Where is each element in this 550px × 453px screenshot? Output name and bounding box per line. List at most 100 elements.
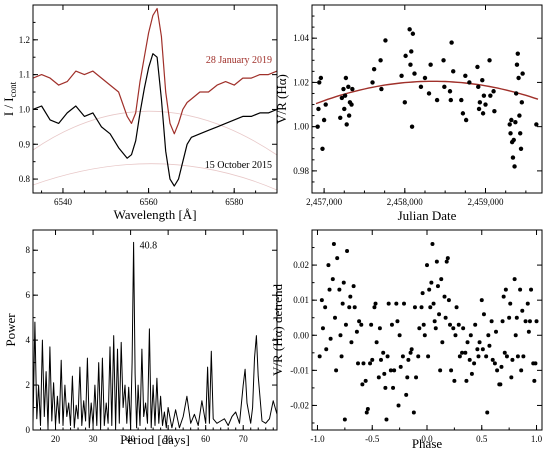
data-point xyxy=(486,333,491,338)
data-point xyxy=(346,113,352,118)
data-point xyxy=(449,40,454,45)
y-axis-label-subscript: cont xyxy=(8,81,18,97)
data-point xyxy=(463,117,469,123)
data-point xyxy=(508,301,513,306)
data-point xyxy=(392,368,397,373)
data-point xyxy=(409,347,414,352)
data-point xyxy=(317,354,322,359)
data-point xyxy=(457,354,462,359)
data-point xyxy=(427,287,432,292)
data-point xyxy=(394,301,399,306)
data-point xyxy=(381,350,386,355)
data-point xyxy=(324,347,329,352)
plot-frame xyxy=(32,4,278,194)
y-axis-label: V/R (Hα) detrend xyxy=(270,283,285,376)
data-point xyxy=(421,322,426,327)
data-point xyxy=(512,164,517,169)
data-point xyxy=(402,301,406,306)
data-point xyxy=(507,122,512,127)
data-point xyxy=(456,322,461,327)
data-point xyxy=(467,80,472,85)
legend-2019: 28 January 2019 xyxy=(206,55,272,66)
data-point xyxy=(339,354,344,359)
y-tick-label: 0.01 xyxy=(293,295,309,305)
data-point xyxy=(416,354,421,359)
data-point xyxy=(510,155,516,160)
data-point xyxy=(343,75,349,81)
x-tick-label: 0.0 xyxy=(421,434,433,444)
data-point xyxy=(372,305,377,310)
data-point xyxy=(412,71,417,76)
data-point xyxy=(534,122,539,127)
data-point xyxy=(408,350,413,355)
x-tick-label: 6540 xyxy=(54,197,73,207)
x-tick-label: 0.5 xyxy=(476,434,488,444)
data-point xyxy=(382,371,387,376)
data-point xyxy=(492,361,497,366)
data-point xyxy=(518,146,524,151)
data-point xyxy=(345,249,350,254)
data-point xyxy=(338,333,343,338)
data-point xyxy=(371,66,377,72)
data-point xyxy=(487,343,492,348)
data-point xyxy=(397,333,402,338)
data-point xyxy=(341,86,346,92)
fit-curve xyxy=(315,80,539,105)
y-tick-label: 8 xyxy=(26,245,31,255)
y-tick-label: 0.02 xyxy=(293,260,309,270)
data-point xyxy=(480,78,485,83)
data-point xyxy=(363,378,368,383)
data-point xyxy=(373,301,378,306)
data-point xyxy=(517,113,522,118)
y-tick-label: 0.00 xyxy=(293,330,309,340)
data-point xyxy=(484,354,489,359)
data-point xyxy=(452,378,457,383)
data-point xyxy=(481,93,487,98)
data-point xyxy=(348,294,353,299)
data-point xyxy=(333,315,337,320)
x-tick-label: 70 xyxy=(239,434,249,444)
x-tick-label: 40 xyxy=(126,434,136,444)
data-point xyxy=(518,131,523,136)
y-tick-label: 0 xyxy=(26,425,31,435)
spectrum-2019-line xyxy=(33,7,277,135)
data-point xyxy=(410,31,416,36)
data-point xyxy=(320,326,325,331)
data-point xyxy=(425,263,429,268)
data-point xyxy=(488,93,493,98)
data-point xyxy=(402,100,408,105)
data-point xyxy=(442,294,447,299)
x-axis-label: Julian Date xyxy=(398,208,457,223)
data-point xyxy=(388,368,393,373)
data-point xyxy=(508,131,513,136)
data-point xyxy=(434,97,440,103)
data-point xyxy=(439,277,444,282)
data-point xyxy=(446,298,451,303)
data-point xyxy=(330,277,335,282)
data-point xyxy=(321,117,327,123)
periodogram-panel: 20 30 40 50 60 70 0 2 4 6 8 40.8 Period [days] Power xyxy=(3,229,278,447)
x-tick-label: 20 xyxy=(51,434,61,444)
x-tick-label: 2,459,000 xyxy=(468,197,505,207)
y-tick-label: 0.9 xyxy=(19,139,31,149)
data-point xyxy=(516,75,521,81)
x-tick-label: -1.0 xyxy=(310,434,325,444)
data-point xyxy=(369,322,374,327)
data-point xyxy=(476,106,482,112)
data-point xyxy=(495,368,500,373)
data-point xyxy=(361,361,366,366)
y-tick-label: 1.00 xyxy=(293,122,309,132)
data-point xyxy=(441,58,446,63)
data-point xyxy=(491,89,496,94)
data-point xyxy=(504,354,509,359)
data-point xyxy=(346,84,351,90)
data-point xyxy=(442,84,447,90)
data-point xyxy=(317,80,322,85)
y-tick-label: 2 xyxy=(26,380,31,390)
data-point xyxy=(521,354,526,359)
x-tick-label: 6580 xyxy=(225,197,244,207)
data-point xyxy=(437,312,442,317)
data-point xyxy=(328,336,333,341)
data-point xyxy=(475,64,480,70)
data-point xyxy=(414,375,419,380)
